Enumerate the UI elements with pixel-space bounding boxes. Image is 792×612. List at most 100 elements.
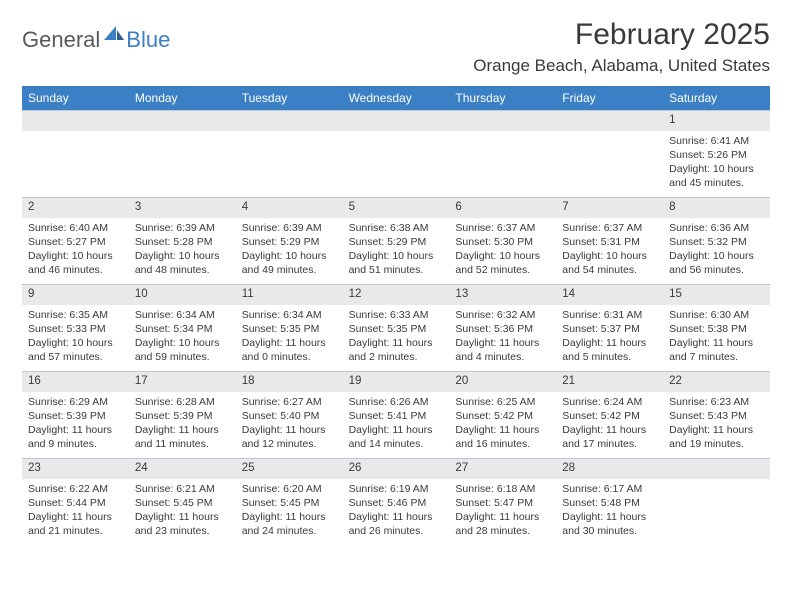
day-number: 25 (236, 459, 343, 479)
sunset-text: Sunset: 5:43 PM (669, 409, 764, 423)
sunset-text: Sunset: 5:44 PM (28, 496, 123, 510)
daylight-text: Daylight: 11 hours and 28 minutes. (455, 510, 550, 538)
daylight-text: Daylight: 11 hours and 9 minutes. (28, 423, 123, 451)
calendar-grid: SundayMondayTuesdayWednesdayThursdayFrid… (22, 86, 770, 545)
day-number: 5 (343, 198, 450, 218)
day-cell: 24Sunrise: 6:21 AMSunset: 5:45 PMDayligh… (129, 459, 236, 545)
dow-cell: Monday (129, 86, 236, 110)
sunrise-text: Sunrise: 6:39 AM (135, 221, 230, 235)
sunset-text: Sunset: 5:26 PM (669, 148, 764, 162)
day-number: 17 (129, 372, 236, 392)
sunset-text: Sunset: 5:40 PM (242, 409, 337, 423)
day-cell (129, 111, 236, 197)
day-cell (663, 459, 770, 545)
sunrise-text: Sunrise: 6:27 AM (242, 395, 337, 409)
empty-day (343, 111, 450, 131)
sunset-text: Sunset: 5:34 PM (135, 322, 230, 336)
dow-cell: Tuesday (236, 86, 343, 110)
day-number: 18 (236, 372, 343, 392)
header: General Blue February 2025 Orange Beach,… (22, 18, 770, 76)
sunrise-text: Sunrise: 6:20 AM (242, 482, 337, 496)
day-number: 1 (663, 111, 770, 131)
day-number: 14 (556, 285, 663, 305)
day-number: 19 (343, 372, 450, 392)
day-cell: 7Sunrise: 6:37 AMSunset: 5:31 PMDaylight… (556, 198, 663, 284)
day-number: 27 (449, 459, 556, 479)
day-cell: 16Sunrise: 6:29 AMSunset: 5:39 PMDayligh… (22, 372, 129, 458)
day-cell (556, 111, 663, 197)
sunset-text: Sunset: 5:39 PM (135, 409, 230, 423)
sunrise-text: Sunrise: 6:18 AM (455, 482, 550, 496)
sunrise-text: Sunrise: 6:41 AM (669, 134, 764, 148)
brand-part2: Blue (126, 27, 170, 53)
daylight-text: Daylight: 10 hours and 51 minutes. (349, 249, 444, 277)
sunrise-text: Sunrise: 6:40 AM (28, 221, 123, 235)
day-cell: 11Sunrise: 6:34 AMSunset: 5:35 PMDayligh… (236, 285, 343, 371)
daylight-text: Daylight: 10 hours and 56 minutes. (669, 249, 764, 277)
sunset-text: Sunset: 5:45 PM (242, 496, 337, 510)
day-cell: 20Sunrise: 6:25 AMSunset: 5:42 PMDayligh… (449, 372, 556, 458)
daylight-text: Daylight: 11 hours and 24 minutes. (242, 510, 337, 538)
sunrise-text: Sunrise: 6:39 AM (242, 221, 337, 235)
sunrise-text: Sunrise: 6:33 AM (349, 308, 444, 322)
sunset-text: Sunset: 5:35 PM (349, 322, 444, 336)
day-number: 26 (343, 459, 450, 479)
day-cell: 21Sunrise: 6:24 AMSunset: 5:42 PMDayligh… (556, 372, 663, 458)
sunrise-text: Sunrise: 6:36 AM (669, 221, 764, 235)
day-cell (343, 111, 450, 197)
sunset-text: Sunset: 5:29 PM (349, 235, 444, 249)
sunset-text: Sunset: 5:39 PM (28, 409, 123, 423)
day-cell: 19Sunrise: 6:26 AMSunset: 5:41 PMDayligh… (343, 372, 450, 458)
empty-day (449, 111, 556, 131)
week-row: 16Sunrise: 6:29 AMSunset: 5:39 PMDayligh… (22, 371, 770, 458)
day-number: 22 (663, 372, 770, 392)
day-number: 11 (236, 285, 343, 305)
day-cell: 25 Sunrise: 6:20 AMSunset: 5:45 PMDayligh… (236, 459, 343, 545)
dow-cell: Sunday (22, 86, 129, 110)
day-cell: 5Sunrise: 6:38 AMSunset: 5:29 PMDaylight… (343, 198, 450, 284)
weeks-container: 1Sunrise: 6:41 AMSunset: 5:26 PMDaylight… (22, 110, 770, 545)
day-cell: 12Sunrise: 6:33 AMSunset: 5:35 PMDayligh… (343, 285, 450, 371)
brand-logo: General Blue (22, 24, 170, 55)
daylight-text: Daylight: 10 hours and 59 minutes. (135, 336, 230, 364)
daylight-text: Daylight: 11 hours and 11 minutes. (135, 423, 230, 451)
week-row: 9Sunrise: 6:35 AMSunset: 5:33 PMDaylight… (22, 284, 770, 371)
day-cell: 17Sunrise: 6:28 AMSunset: 5:39 PMDayligh… (129, 372, 236, 458)
daylight-text: Daylight: 10 hours and 52 minutes. (455, 249, 550, 277)
daylight-text: Daylight: 11 hours and 14 minutes. (349, 423, 444, 451)
sunset-text: Sunset: 5:28 PM (135, 235, 230, 249)
day-cell: 13Sunrise: 6:32 AMSunset: 5:36 PMDayligh… (449, 285, 556, 371)
sunrise-text: Sunrise: 6:31 AM (562, 308, 657, 322)
week-row: 1 Sunrise: 6:41 AMSunset: 5:26 PMDaylight… (22, 110, 770, 197)
daylight-text: Daylight: 11 hours and 0 minutes. (242, 336, 337, 364)
sunset-text: Sunset: 5:32 PM (669, 235, 764, 249)
dow-cell: Saturday (663, 86, 770, 110)
daylight-text: Daylight: 11 hours and 21 minutes. (28, 510, 123, 538)
sunset-text: Sunset: 5:48 PM (562, 496, 657, 510)
day-cell: 18 Sunrise: 6:27 AMSunset: 5:40 PMDayligh… (236, 372, 343, 458)
day-number: 6 (449, 198, 556, 218)
month-title: February 2025 (473, 18, 770, 52)
week-row: 23Sunrise: 6:22 AMSunset: 5:44 PMDayligh… (22, 458, 770, 545)
sunrise-text: Sunrise: 6:35 AM (28, 308, 123, 322)
day-number: 8 (663, 198, 770, 218)
day-number: 16 (22, 372, 129, 392)
sunset-text: Sunset: 5:30 PM (455, 235, 550, 249)
day-number: 21 (556, 372, 663, 392)
sunset-text: Sunset: 5:42 PM (455, 409, 550, 423)
day-cell: 1 Sunrise: 6:41 AMSunset: 5:26 PMDaylight… (663, 111, 770, 197)
daylight-text: Daylight: 11 hours and 12 minutes. (242, 423, 337, 451)
day-cell (22, 111, 129, 197)
daylight-text: Daylight: 10 hours and 45 minutes. (669, 162, 764, 190)
dow-cell: Wednesday (343, 86, 450, 110)
sunset-text: Sunset: 5:45 PM (135, 496, 230, 510)
sunrise-text: Sunrise: 6:34 AM (135, 308, 230, 322)
daylight-text: Daylight: 11 hours and 26 minutes. (349, 510, 444, 538)
dow-cell: Thursday (449, 86, 556, 110)
sunset-text: Sunset: 5:38 PM (669, 322, 764, 336)
day-number: 12 (343, 285, 450, 305)
daylight-text: Daylight: 11 hours and 23 minutes. (135, 510, 230, 538)
title-block: February 2025 Orange Beach, Alabama, Uni… (473, 18, 770, 76)
day-of-week-header: SundayMondayTuesdayWednesdayThursdayFrid… (22, 86, 770, 110)
sunset-text: Sunset: 5:29 PM (242, 235, 337, 249)
